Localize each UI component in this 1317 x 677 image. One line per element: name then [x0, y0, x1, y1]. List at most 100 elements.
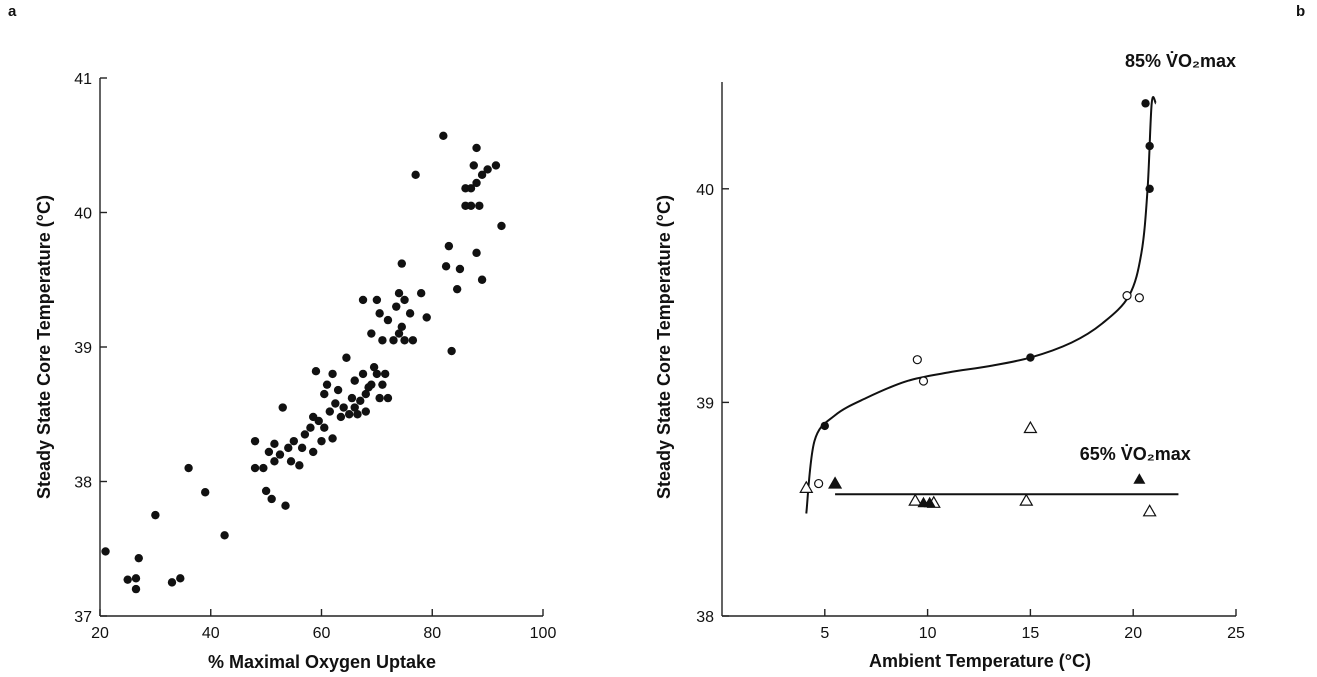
- data-point: [369, 362, 379, 372]
- x-axis-title: % Maximal Oxygen Uptake: [208, 652, 436, 672]
- data-point: [416, 289, 426, 298]
- y-tick-label: 41: [74, 71, 92, 88]
- data-point: [375, 393, 384, 403]
- data-point: [347, 393, 357, 403]
- data-point: [322, 380, 332, 389]
- data-point: [452, 284, 462, 294]
- data-point: [361, 407, 370, 416]
- data-point: [325, 407, 335, 416]
- data-point: [477, 275, 487, 284]
- y-tick-label: 40: [696, 182, 714, 199]
- data-point: [331, 399, 340, 408]
- data-point: [405, 309, 415, 318]
- data-point: [383, 315, 393, 325]
- data-point: [311, 367, 321, 376]
- data-point: [306, 423, 315, 432]
- data-point: [344, 410, 354, 419]
- data-point: [475, 201, 484, 210]
- data-point: [328, 434, 337, 443]
- x-tick-label: 25: [1227, 625, 1245, 642]
- data-point: [123, 575, 132, 584]
- data-point: [151, 510, 160, 520]
- data-point: [367, 329, 376, 338]
- y-tick-label: 38: [696, 609, 714, 626]
- data-point: [339, 403, 348, 412]
- y-tick-label: 39: [696, 395, 714, 412]
- x-tick-label: 5: [820, 625, 829, 642]
- data-point: [289, 436, 299, 446]
- panel-a-letter: a: [8, 3, 17, 20]
- data-point: [350, 376, 359, 385]
- data-point: [375, 309, 384, 318]
- data-point: [284, 443, 293, 453]
- data-point: [134, 553, 143, 563]
- annotation-label: 85% V̇O₂max: [1125, 50, 1236, 71]
- data-point: [380, 369, 390, 379]
- data-point: [101, 547, 110, 556]
- x-tick-label: 10: [919, 625, 937, 642]
- data-point: [356, 396, 365, 405]
- x-tick-label: 60: [313, 625, 331, 642]
- data-point: [167, 578, 177, 587]
- data-point-open-circle: [912, 355, 922, 365]
- data-point-open-circle: [814, 478, 824, 489]
- data-point: [286, 457, 296, 466]
- data-point: [267, 494, 276, 504]
- data-point: [394, 329, 404, 338]
- data-point: [295, 461, 304, 470]
- data-point-open-triangle: [1019, 493, 1034, 506]
- data-point-filled-triangle: [829, 477, 842, 489]
- data-point: [320, 389, 329, 399]
- data-point: [308, 447, 318, 457]
- data-point: [1026, 353, 1035, 362]
- x-tick-label: 20: [1124, 625, 1142, 642]
- data-point: [422, 313, 431, 322]
- data-point-open-triangle: [908, 493, 923, 506]
- data-point: [497, 221, 506, 231]
- data-point: [472, 248, 481, 258]
- x-tick-label: 80: [423, 625, 441, 642]
- y-tick-label: 37: [74, 609, 92, 626]
- data-point: [439, 131, 448, 141]
- data-point: [358, 369, 368, 379]
- data-point-open-circle: [1122, 291, 1132, 301]
- data-point: [466, 201, 476, 210]
- panel-b-letter: b: [1296, 3, 1305, 20]
- data-point: [372, 295, 382, 305]
- data-point: [270, 457, 279, 466]
- x-tick-label: 20: [91, 625, 109, 642]
- data-point: [320, 423, 329, 432]
- y-axis-title: Steady State Core Temperature (°C): [654, 195, 674, 499]
- data-point: [300, 430, 310, 439]
- data-point: [477, 170, 487, 180]
- chart-b: 5 10 15 20 25 38 39 40 Ambient Temperature (°C) S…: [654, 50, 1245, 671]
- data-point: [466, 184, 476, 193]
- data-point: [131, 584, 141, 594]
- data-point: [131, 574, 141, 583]
- x-tick-label: 15: [1022, 625, 1040, 642]
- data-point: [367, 380, 376, 389]
- data-point: [278, 403, 287, 412]
- y-tick-label: 39: [74, 340, 92, 357]
- data-point: [184, 463, 193, 473]
- data-point: [264, 447, 274, 457]
- data-point: [455, 264, 465, 274]
- data-point: [1141, 99, 1150, 108]
- data-point: [444, 241, 454, 251]
- data-point: [358, 295, 368, 305]
- data-point: [472, 143, 481, 153]
- data-point: [378, 336, 387, 345]
- data-point: [469, 161, 478, 170]
- data-point: [491, 161, 501, 170]
- data-point: [1145, 184, 1154, 193]
- data-point: [328, 369, 337, 379]
- data-point: [342, 353, 351, 362]
- chart-a: 20 40 60 80 100 37 38 39 40 41 % Maximal Oxygen Up…: [34, 71, 556, 672]
- data-point: [201, 488, 210, 497]
- data-point: [336, 412, 346, 422]
- data-point: [1145, 141, 1154, 151]
- data-point: [372, 369, 382, 379]
- data-point: [378, 380, 387, 389]
- data-point: [820, 421, 829, 431]
